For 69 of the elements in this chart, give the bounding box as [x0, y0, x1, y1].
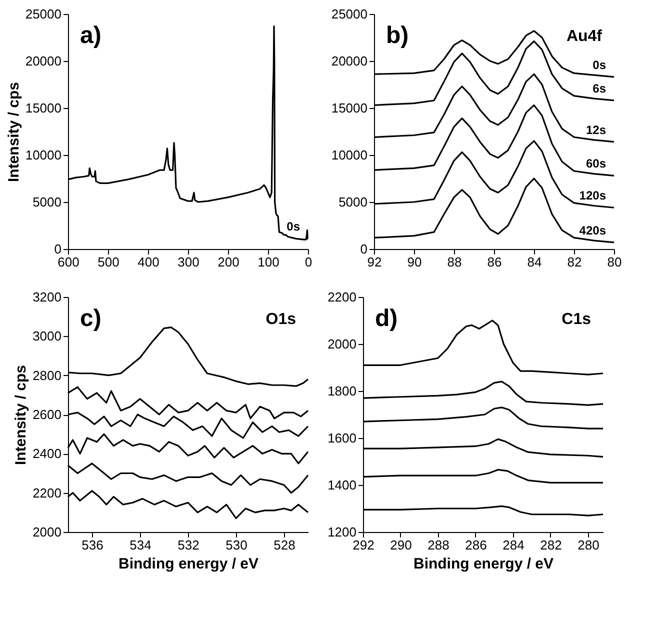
y-tick-label: 2200	[32, 485, 62, 500]
x-tick-label: 400	[138, 254, 160, 270]
x-axis-title: Binding energy / eV	[413, 556, 554, 572]
annotation: c)	[80, 305, 102, 332]
x-tick-label: 290	[390, 538, 412, 552]
y-tick-label: 15000	[25, 100, 62, 116]
x-tick-label: 88	[447, 254, 462, 270]
annotation: 6s	[592, 81, 606, 96]
annotation: 60s	[586, 156, 606, 171]
x-tick-label: 532	[178, 538, 200, 552]
y-tick-label: 0	[54, 242, 62, 256]
x-tick-label: 286	[465, 538, 487, 552]
x-tick-label: 534	[130, 538, 152, 552]
x-tick-label: 528	[274, 538, 296, 552]
x-tick-label: 100	[258, 254, 280, 270]
annotation: b)	[386, 22, 409, 49]
y-tick-label: 3200	[32, 290, 62, 304]
x-tick-label: 84	[527, 254, 542, 270]
x-tick-label: 292	[352, 538, 374, 552]
x-tick-label: 300	[178, 254, 200, 270]
y-tick-label: 20000	[331, 54, 368, 68]
x-tick-label: 600	[58, 254, 80, 270]
y-tick-label: 0	[360, 242, 368, 256]
annotation: d)	[375, 305, 398, 332]
x-tick-label: 86	[487, 254, 502, 270]
x-tick-label: 500	[98, 254, 120, 270]
x-tick-label: 200	[218, 254, 240, 270]
annotation: 12s	[586, 122, 606, 137]
annotation: 0s	[592, 58, 606, 72]
y-tick-label: 2200	[328, 290, 356, 304]
annotation: C1s	[562, 311, 592, 328]
x-tick-label: 0	[304, 254, 312, 270]
y-tick-label: 2000	[32, 524, 62, 540]
y-tick-label: 25000	[25, 6, 62, 22]
x-tick-label: 536	[82, 538, 104, 552]
y-tick-label: 10000	[331, 148, 368, 162]
x-tick-label: 80	[607, 254, 622, 270]
annotation: 120s	[579, 188, 606, 203]
y-tick-label: 1600	[328, 430, 356, 446]
x-tick-label: 280	[578, 538, 600, 552]
annotation: a)	[80, 22, 102, 49]
y-tick-label: 5000	[32, 194, 62, 210]
annotation: Au4f	[566, 28, 603, 45]
x-tick-label: 282	[540, 538, 562, 552]
y-tick-label: 1200	[328, 524, 356, 540]
annotation: 420s	[579, 223, 606, 238]
x-tick-label: 288	[428, 538, 450, 552]
x-tick-label: 284	[502, 538, 524, 552]
y-tick-label: 2600	[32, 407, 62, 422]
y-tick-label: 10000	[25, 148, 62, 162]
y-axis-title: Intensity / cps	[5, 82, 22, 182]
y-tick-label: 3000	[32, 328, 62, 344]
y-tick-label: 5000	[338, 194, 368, 210]
y-tick-label: 15000	[331, 100, 368, 116]
y-tick-label: 1800	[328, 384, 356, 398]
annotation: O1s	[266, 311, 296, 328]
y-tick-label: 2800	[32, 368, 62, 383]
x-tick-label: 82	[567, 254, 582, 270]
y-tick-label: 2000	[328, 336, 356, 352]
y-tick-label: 2400	[32, 446, 62, 462]
x-tick-label: 530	[226, 538, 248, 552]
x-axis-title: Binding energy / eV	[118, 556, 259, 572]
y-tick-label: 20000	[25, 54, 62, 68]
y-axis-title: Intensity / cps	[12, 364, 30, 466]
x-tick-label: 92	[367, 254, 382, 270]
x-tick-label: 90	[407, 254, 422, 270]
y-tick-label: 25000	[331, 6, 368, 22]
y-tick-label: 1400	[328, 478, 356, 492]
annotation: 0s	[286, 220, 300, 234]
